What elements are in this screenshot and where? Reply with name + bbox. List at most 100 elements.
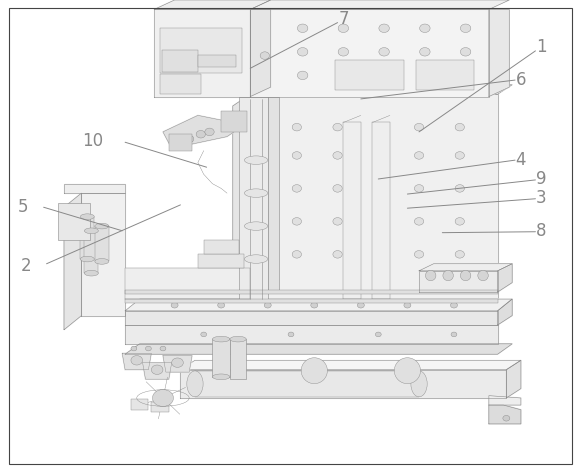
Polygon shape (122, 353, 151, 370)
Circle shape (173, 140, 182, 147)
Circle shape (420, 48, 430, 56)
Bar (195, 371, 419, 397)
Ellipse shape (212, 336, 230, 342)
Circle shape (196, 130, 205, 138)
Ellipse shape (212, 374, 230, 380)
Polygon shape (64, 193, 81, 330)
Circle shape (333, 123, 342, 131)
Circle shape (357, 302, 364, 308)
Circle shape (455, 123, 464, 131)
Circle shape (292, 185, 301, 192)
Polygon shape (489, 396, 521, 405)
Circle shape (146, 346, 151, 351)
Circle shape (333, 152, 342, 159)
Bar (95, 226, 109, 261)
Polygon shape (489, 9, 509, 97)
Circle shape (218, 302, 225, 308)
Circle shape (455, 152, 464, 159)
Circle shape (160, 346, 166, 351)
Bar (239, 97, 268, 299)
Polygon shape (419, 264, 512, 271)
Polygon shape (125, 325, 498, 344)
Text: 9: 9 (536, 170, 546, 188)
Circle shape (451, 332, 457, 337)
Bar (80, 217, 94, 259)
Circle shape (288, 332, 294, 337)
Ellipse shape (84, 228, 98, 234)
Circle shape (292, 218, 301, 225)
Circle shape (374, 218, 383, 225)
Circle shape (338, 71, 349, 80)
Bar (125, 290, 498, 294)
Polygon shape (125, 311, 498, 325)
Circle shape (264, 302, 271, 308)
Bar (162, 50, 198, 72)
Polygon shape (419, 271, 498, 292)
Polygon shape (498, 299, 512, 325)
Text: 4: 4 (516, 151, 526, 169)
Circle shape (374, 123, 383, 131)
Bar (151, 402, 169, 412)
Polygon shape (506, 360, 521, 398)
Circle shape (205, 128, 214, 136)
Circle shape (374, 185, 383, 192)
Ellipse shape (301, 358, 327, 383)
Circle shape (338, 48, 349, 56)
Polygon shape (250, 9, 271, 97)
Text: 2: 2 (21, 257, 31, 275)
Circle shape (333, 251, 342, 258)
Circle shape (184, 135, 194, 143)
Circle shape (338, 24, 349, 32)
Polygon shape (64, 184, 125, 193)
Text: 3: 3 (536, 189, 546, 207)
Circle shape (379, 71, 389, 80)
Circle shape (503, 415, 510, 421)
Circle shape (379, 48, 389, 56)
Polygon shape (233, 94, 250, 311)
Polygon shape (163, 115, 244, 148)
Text: 5: 5 (18, 198, 29, 216)
Circle shape (374, 251, 383, 258)
Bar (198, 254, 244, 268)
Circle shape (152, 390, 173, 406)
Bar (160, 74, 201, 94)
Circle shape (333, 185, 342, 192)
Circle shape (297, 48, 308, 56)
Bar (212, 339, 230, 377)
Bar (160, 28, 242, 73)
Text: 6: 6 (516, 71, 526, 89)
Ellipse shape (394, 358, 420, 383)
Bar (204, 240, 239, 254)
Polygon shape (250, 94, 498, 299)
Polygon shape (489, 405, 521, 424)
Polygon shape (81, 193, 125, 316)
Ellipse shape (95, 223, 109, 229)
Circle shape (375, 332, 381, 337)
Bar (416, 60, 474, 90)
Circle shape (460, 48, 471, 56)
Bar (230, 339, 246, 379)
Polygon shape (125, 299, 512, 311)
Ellipse shape (244, 189, 268, 197)
Circle shape (455, 251, 464, 258)
Circle shape (311, 302, 318, 308)
Circle shape (297, 71, 308, 80)
Circle shape (374, 152, 383, 159)
Circle shape (420, 24, 430, 32)
Bar (169, 134, 192, 151)
Ellipse shape (425, 270, 436, 281)
Polygon shape (154, 9, 250, 97)
Polygon shape (250, 85, 512, 94)
Ellipse shape (84, 270, 98, 276)
Polygon shape (180, 370, 506, 398)
Circle shape (297, 24, 308, 32)
Ellipse shape (230, 336, 246, 342)
Circle shape (450, 302, 457, 308)
Polygon shape (372, 122, 390, 299)
Polygon shape (125, 268, 250, 299)
Circle shape (333, 218, 342, 225)
Circle shape (379, 24, 389, 32)
Ellipse shape (411, 371, 427, 397)
Ellipse shape (460, 270, 471, 281)
Ellipse shape (95, 259, 109, 264)
